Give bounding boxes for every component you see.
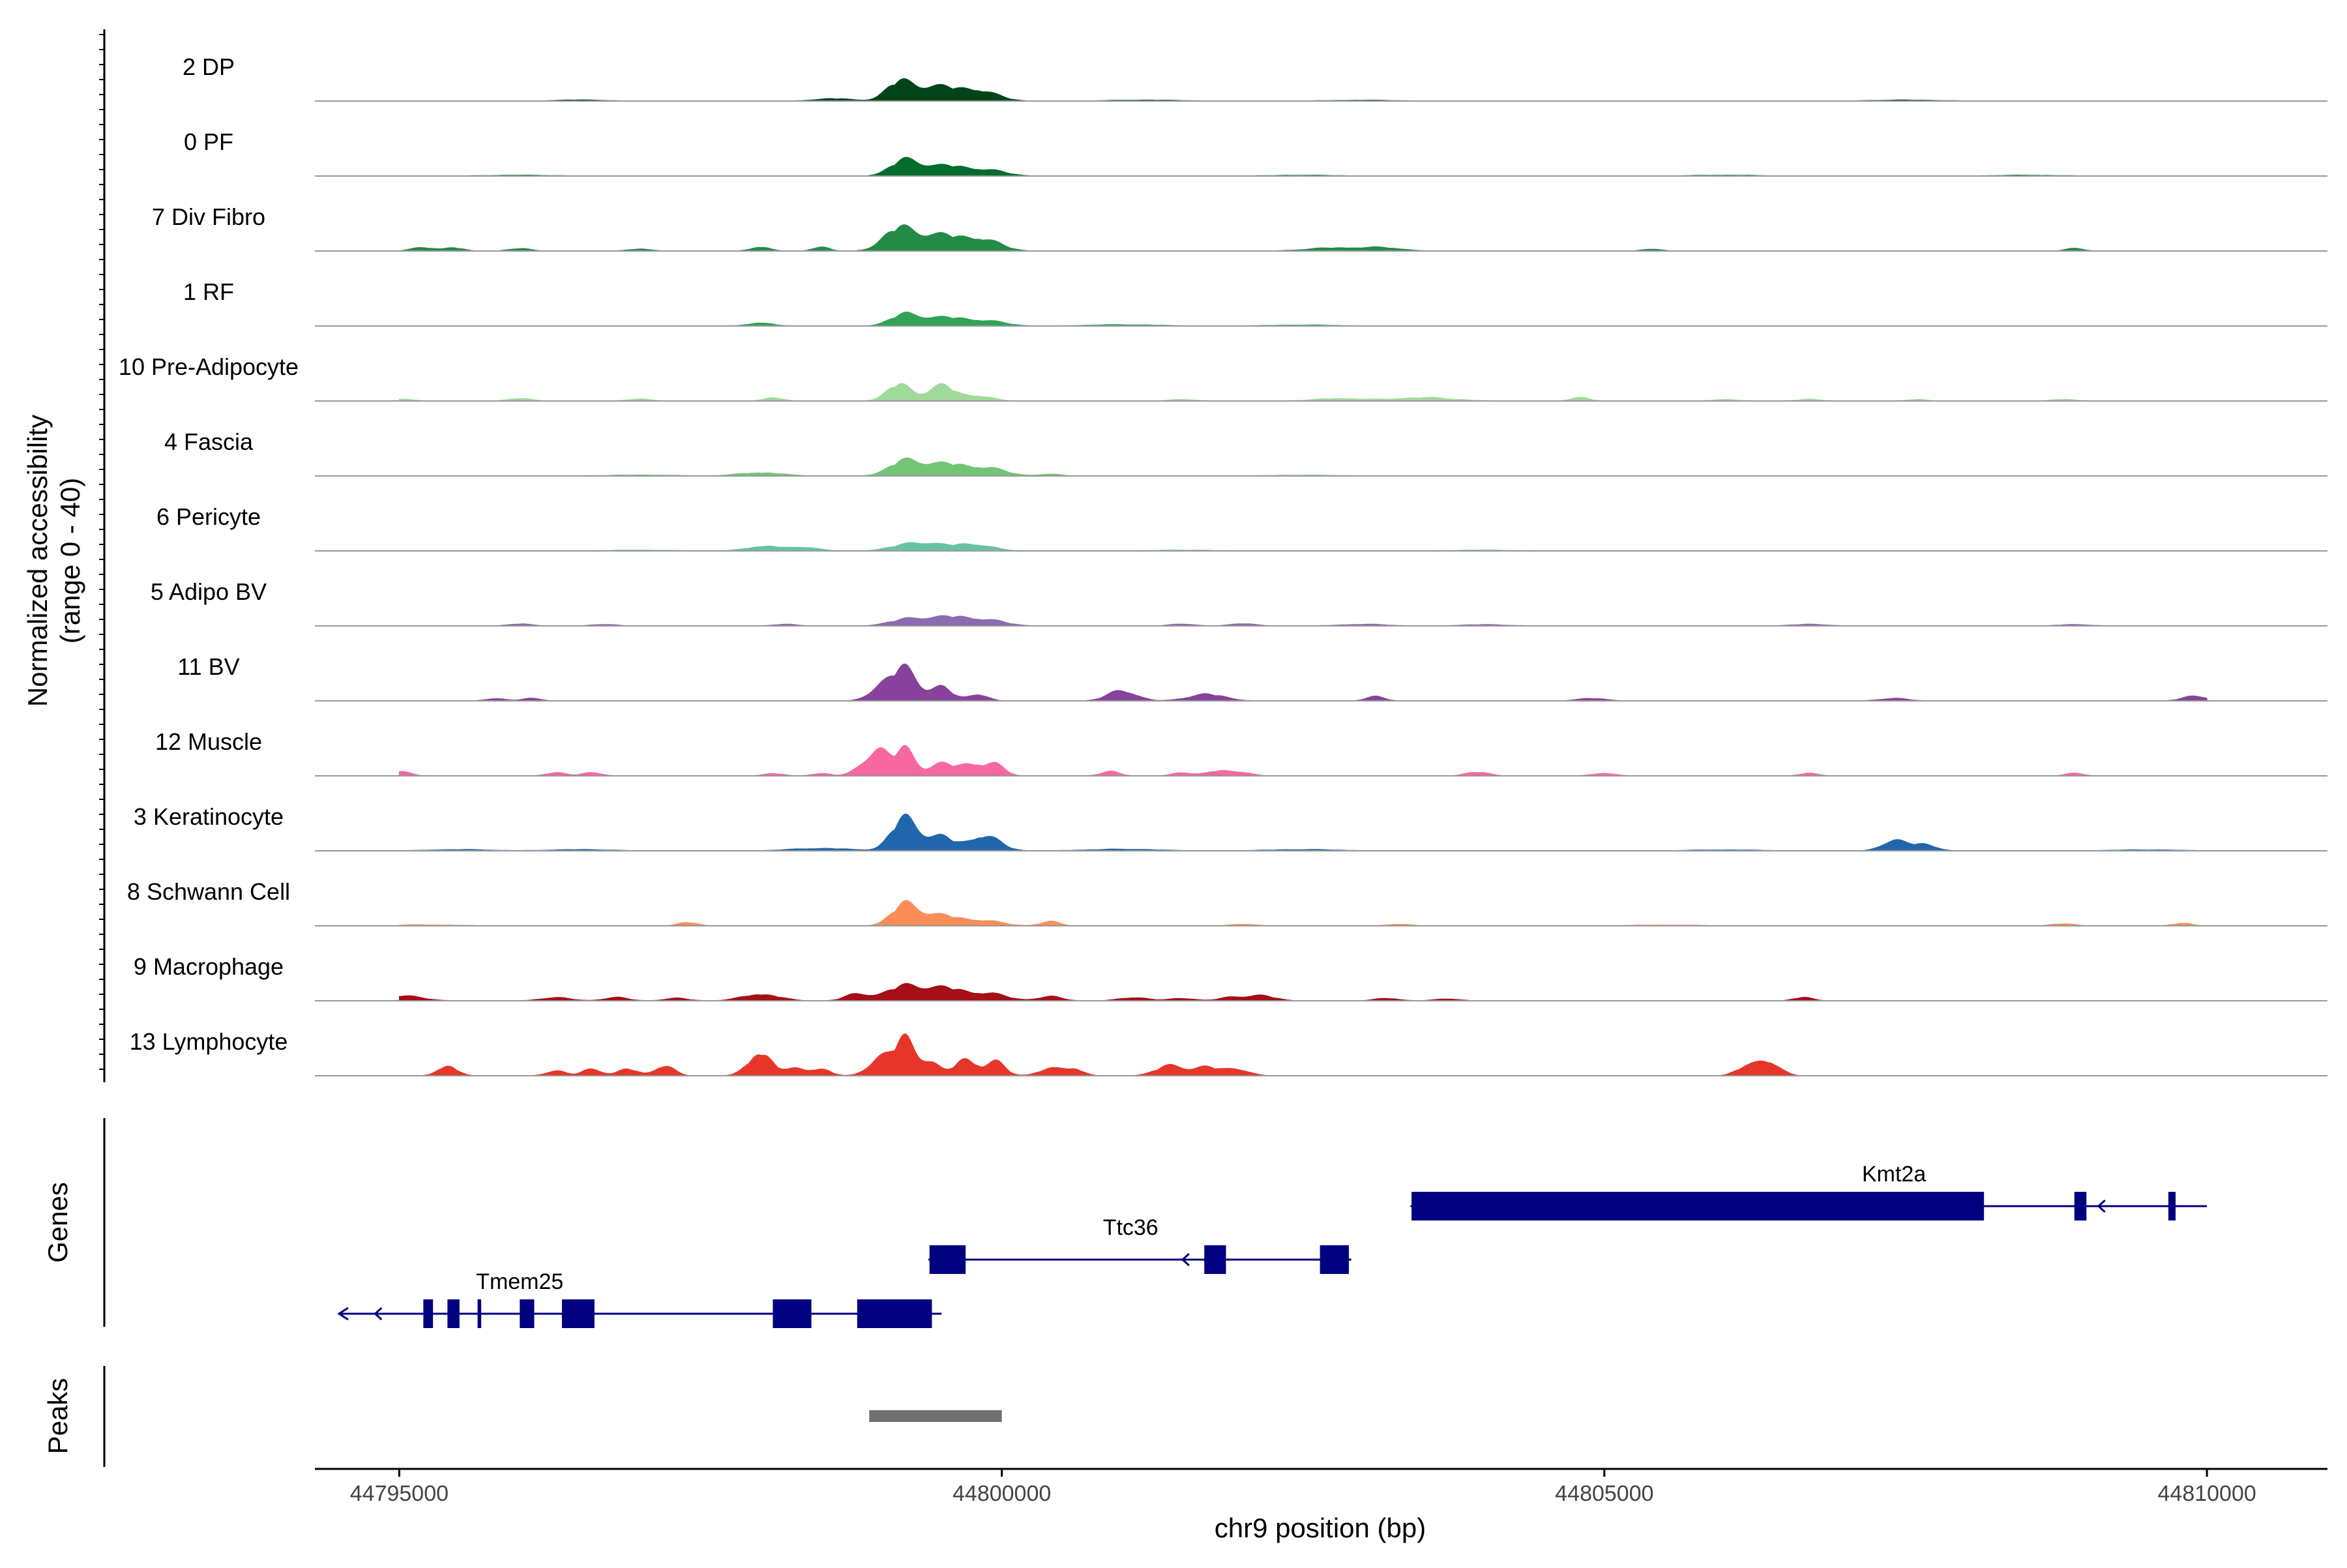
exon <box>857 1299 932 1328</box>
track-label: 4 Fascia <box>164 428 254 455</box>
strand-arrow <box>374 1307 383 1321</box>
exon <box>2168 1192 2176 1220</box>
track-label: 13 Lymphocyte <box>130 1028 288 1055</box>
exon <box>1204 1245 1226 1274</box>
track-label: 10 Pre-Adipocyte <box>119 353 299 380</box>
track-0-pf: 0 PF <box>184 128 2327 177</box>
x-tick-label: 44800000 <box>952 1481 1051 1506</box>
genes-track-label: Genes <box>42 1182 73 1263</box>
gene-ttc36: Ttc36 <box>927 1215 1351 1274</box>
strand-arrow <box>2097 1199 2106 1213</box>
strand-arrow <box>337 1307 349 1321</box>
track-9-macrophage: 9 Macrophage <box>134 953 2327 1001</box>
x-tick-label: 44795000 <box>350 1481 449 1506</box>
exon <box>929 1245 966 1274</box>
track-label: 5 Adipo BV <box>151 578 267 605</box>
gene-label: Tmem25 <box>476 1269 563 1294</box>
track-label: 8 Schwann Cell <box>127 878 290 905</box>
track-label: 1 RF <box>183 278 234 305</box>
track-3-keratinocyte: 3 Keratinocyte <box>134 803 2327 851</box>
track-10-pre-adipocyte: 10 Pre-Adipocyte <box>119 353 2327 402</box>
x-axis: 44795000 44800000 44805000 44810000 <box>315 1468 2327 1506</box>
y-axis-subtitle: (range 0 - 40) <box>55 478 85 643</box>
track-label: 0 PF <box>184 128 233 155</box>
track-5-adipo-bv: 5 Adipo BV <box>151 578 2327 627</box>
gene-label: Kmt2a <box>1862 1162 1926 1187</box>
track-label: 11 BV <box>177 653 239 680</box>
exon <box>477 1299 482 1328</box>
track-7-div-fibro: 7 Div Fibro <box>152 203 2327 252</box>
genes-track: Genes Kmt2a Ttc36 Tmem25 <box>42 1118 2207 1328</box>
y-axis-title: Normalized accessibility <box>22 415 53 707</box>
track-label: 6 Pericyte <box>156 503 261 530</box>
track-13-lymphocyte: 13 Lymphocyte <box>130 1028 2327 1076</box>
exon <box>773 1299 812 1328</box>
coverage-tracks: 2 DP 0 PF 7 Div Fibro 1 RF 10 Pre-Adipocyte 4… <box>119 53 2327 1076</box>
peaks-track: Peaks <box>42 1366 1002 1467</box>
x-tick-label: 44805000 <box>1555 1481 1653 1506</box>
exon <box>1320 1245 1350 1274</box>
track-label: 12 Muscle <box>155 728 262 755</box>
y-axis <box>99 29 106 1082</box>
track-label: 2 DP <box>183 53 235 80</box>
gene-tmem25: Tmem25 <box>337 1269 942 1328</box>
track-2-dp: 2 DP <box>183 53 2327 102</box>
exon <box>447 1299 460 1328</box>
exon <box>1411 1192 1985 1220</box>
track-1-rf: 1 RF <box>183 278 2327 327</box>
gene-label: Ttc36 <box>1103 1215 1159 1240</box>
track-8-schwann-cell: 8 Schwann Cell <box>127 878 2327 926</box>
track-label: 9 Macrophage <box>134 953 284 980</box>
gene-kmt2a: Kmt2a <box>1410 1162 2207 1220</box>
peak-region <box>869 1410 1002 1422</box>
track-4-fascia: 4 Fascia <box>164 428 2327 477</box>
exon <box>561 1299 595 1328</box>
track-label: 7 Div Fibro <box>152 203 265 230</box>
exon <box>2074 1192 2087 1220</box>
track-12-muscle: 12 Muscle <box>155 728 2327 777</box>
peaks-track-label: Peaks <box>42 1378 73 1455</box>
track-11-bv: 11 BV <box>177 653 2327 702</box>
exon <box>423 1299 434 1328</box>
track-6-pericyte: 6 Pericyte <box>156 503 2327 552</box>
x-tick-label: 44810000 <box>2158 1481 2256 1506</box>
track-label: 3 Keratinocyte <box>134 803 284 830</box>
exon <box>520 1299 535 1328</box>
x-axis-title: chr9 position (bp) <box>1215 1513 1426 1543</box>
strand-arrow <box>1181 1252 1190 1267</box>
